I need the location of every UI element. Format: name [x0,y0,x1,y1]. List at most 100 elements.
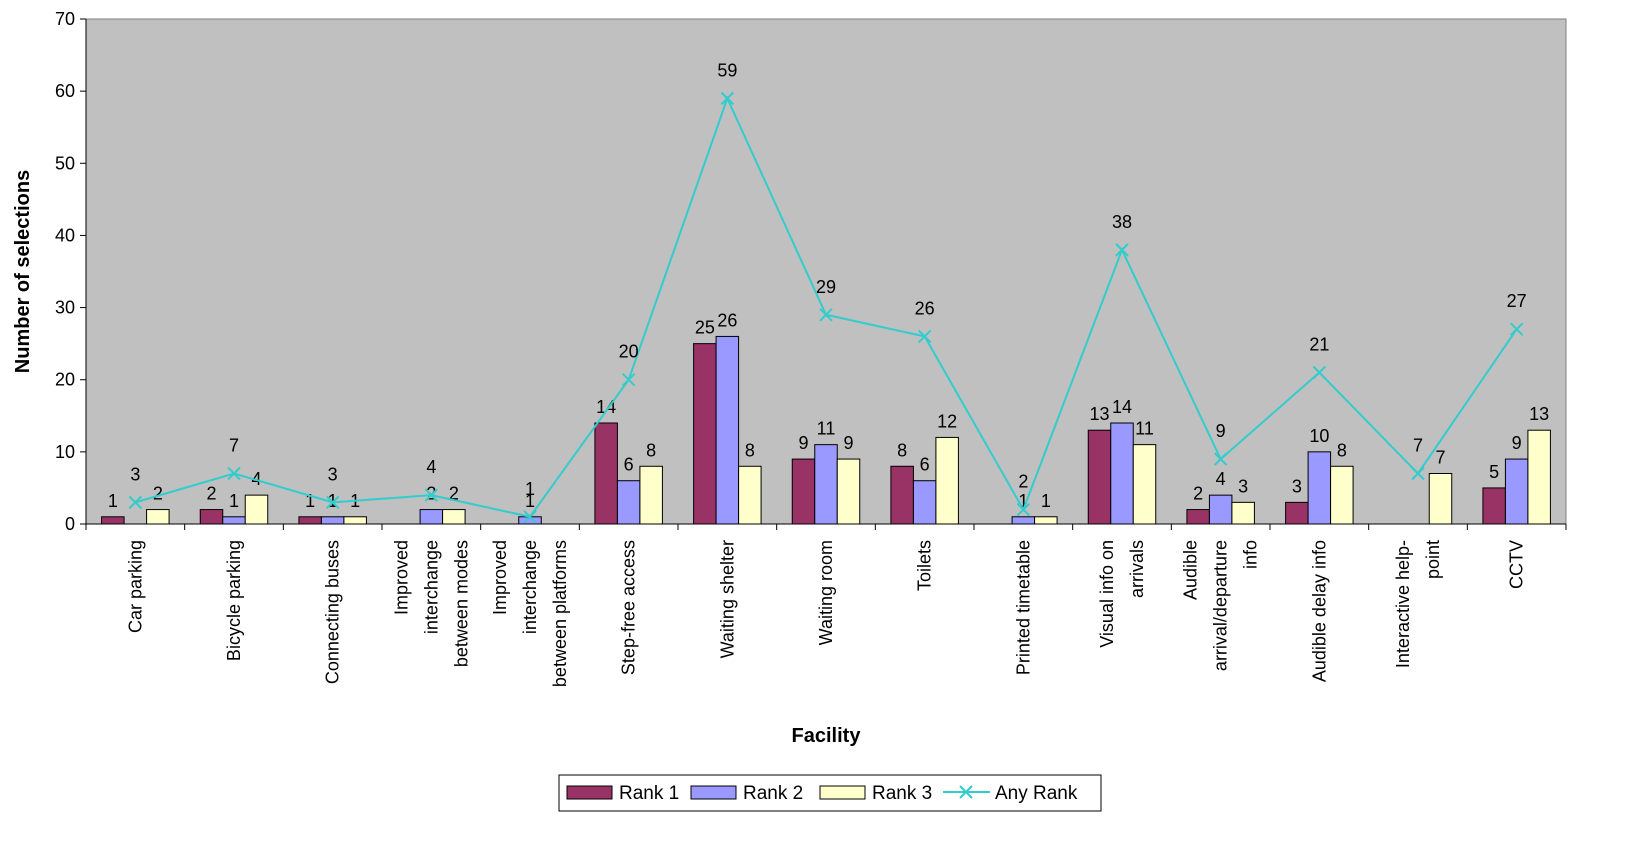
x-category-label: Bicycle parking [224,540,244,661]
bar [836,458,861,525]
x-category-label: Interactive help- [1393,540,1413,668]
line-point-marker [325,495,340,510]
x-category-label: Visual info on [1097,540,1117,648]
bar [715,335,740,525]
line-data-label: 38 [1112,212,1132,232]
bar [1527,429,1551,525]
x-category-label: arrival/departure [1211,540,1231,671]
bar [1231,501,1255,525]
bar-data-label: 1 [305,491,315,511]
line-data-label: 7 [229,436,239,456]
legend-label: Rank 1 [619,783,679,804]
x-category-label: interchange [421,540,441,634]
line-point-marker [917,329,932,344]
bar-data-label: 14 [1112,397,1132,417]
x-category-label: Waiting shelter [717,540,737,658]
bar-data-label: 9 [843,433,853,453]
bar-data-label: 1 [525,491,535,511]
line-point-marker [1016,502,1031,517]
bar-data-label: 14 [596,397,616,417]
line-point-marker [227,466,241,481]
bar-data-label: 8 [646,440,656,460]
y-axis-title: Number of selections [12,170,34,373]
bar [199,509,224,525]
bar [890,465,914,525]
line-data-label: 3 [130,464,140,484]
bar [791,458,816,525]
bar-data-label: 2 [426,484,436,504]
bar-data-label: 3 [1238,476,1248,496]
bar-data-label: 9 [1512,433,1522,453]
y-tick-label: 50 [55,153,75,173]
line-data-label: 27 [1507,291,1527,311]
line-data-label: 59 [717,60,737,80]
bar [1428,473,1453,525]
x-category-label: interchange [520,540,540,634]
bar-data-label: 12 [937,411,957,431]
bar-data-label: 7 [1435,448,1445,468]
bar-data-label: 2 [449,484,459,504]
legend: Rank 1 Rank 2 Rank 3 Any Rank [558,774,1102,812]
y-tick-label: 20 [55,370,75,390]
bar-data-label: 9 [798,433,808,453]
bar [146,509,170,525]
legend-label: Any Rank [995,783,1078,804]
legend-swatch [690,785,737,800]
bar-data-label: 11 [817,419,836,439]
bar-data-label: 11 [1135,419,1154,439]
x-category-label: between platforms [550,540,570,687]
bar [101,516,125,525]
x-category-label: Printed timetable [1013,540,1033,675]
bar-data-label: 2 [1193,484,1203,504]
legend-swatch [819,785,866,800]
x-category-label: point [1423,540,1443,579]
x-axis-title: Facility [792,725,862,747]
bar [1011,516,1036,525]
line-point-marker [1312,365,1327,380]
bar-data-label: 13 [1089,404,1109,424]
bar-data-label: 5 [1489,462,1499,482]
bar-data-label: 6 [920,455,930,475]
bar-data-label: 1 [229,491,239,511]
bar-data-label: 25 [695,318,715,338]
x-category-label: Improved [391,540,411,615]
bar [1186,509,1210,525]
bar [1307,451,1332,525]
bar [298,516,322,525]
line-data-label: 20 [619,342,639,362]
x-category-label: Step-free access [619,540,639,675]
bar [442,509,466,525]
bar-data-label: 8 [1337,440,1347,460]
x-category-label: info [1241,540,1261,569]
line-point-marker [1411,466,1425,481]
bar [1087,429,1112,525]
bar [320,516,345,525]
plot-area [85,18,1567,525]
bar-data-label: 1 [108,491,118,511]
bar [222,516,246,525]
bar-data-label: 2 [206,484,216,504]
bar [738,465,762,525]
bar-data-label: 13 [1529,404,1549,424]
bar-data-label: 1 [328,491,338,511]
line-point-marker [621,373,636,387]
bar [935,436,959,525]
line-data-label: 1 [525,479,535,499]
line-data-label: 21 [1309,335,1329,355]
line-data-label: 2 [1018,472,1028,492]
x-category-label: Audible [1181,540,1201,600]
bar-data-label: 1 [1041,491,1051,511]
line-point-marker [1115,243,1129,257]
bar [1208,494,1233,525]
y-tick-label: 40 [55,225,75,245]
bar [343,516,367,525]
bar-data-label: 26 [717,310,737,330]
x-category-label: Toilets [915,540,935,591]
line-data-label: 4 [426,457,436,477]
bar [1034,516,1058,525]
bar [1482,487,1506,525]
x-category-label: Improved [490,540,510,615]
line-data-label: 7 [1413,436,1423,456]
